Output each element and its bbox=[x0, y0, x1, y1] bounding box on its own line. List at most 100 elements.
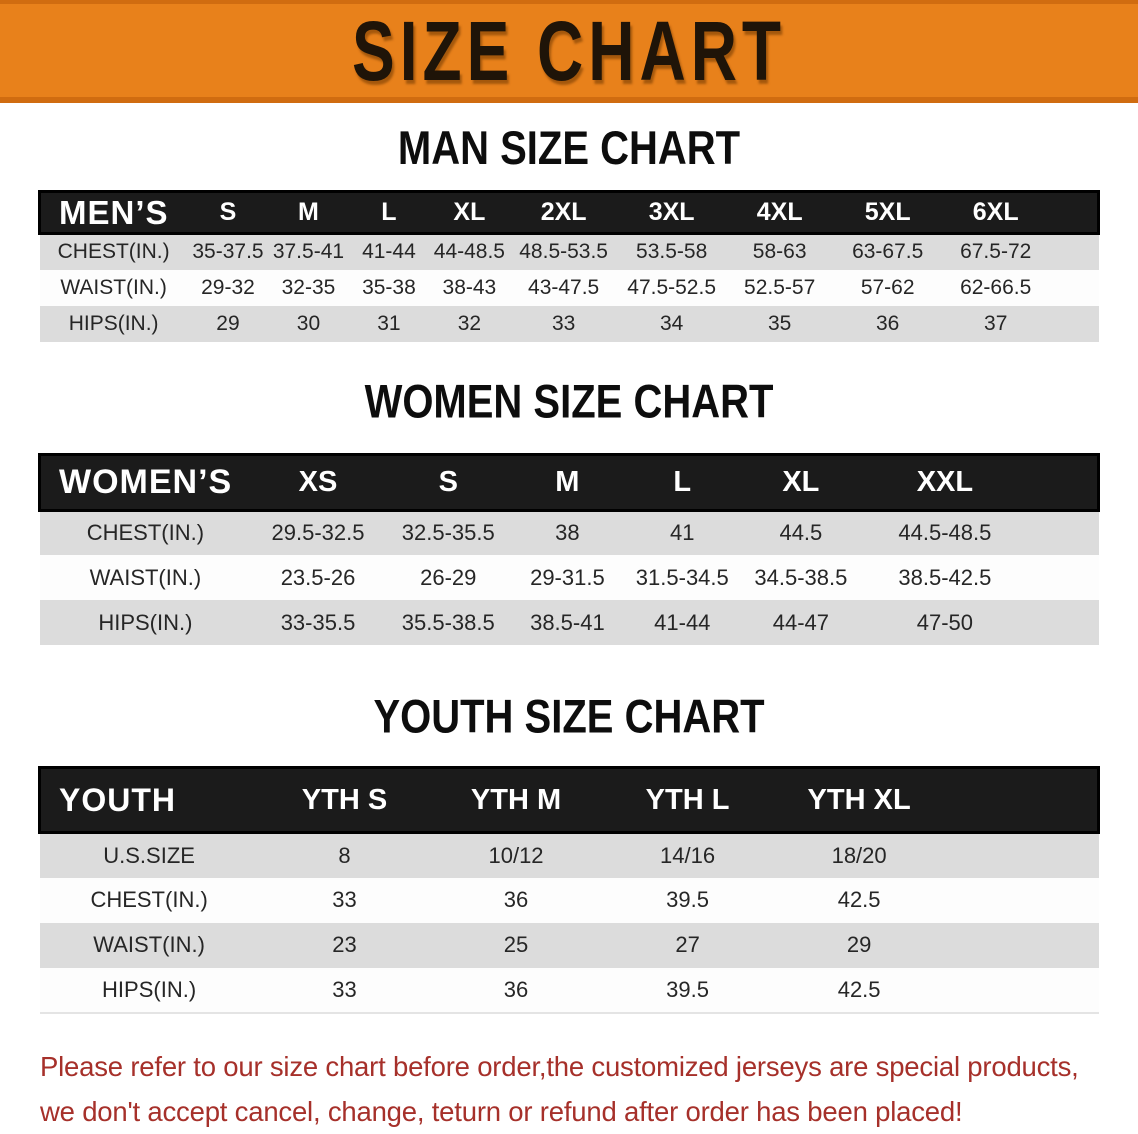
cell: 62-66.5 bbox=[941, 269, 1050, 306]
cell: 27 bbox=[601, 922, 774, 968]
cell: 58-63 bbox=[725, 233, 834, 270]
cell: 35.5-38.5 bbox=[384, 600, 512, 645]
cell: 57-62 bbox=[833, 269, 942, 306]
men-section: MAN SIZE CHART MEN’S S M L XL 2XL 3XL 4X… bbox=[0, 123, 1138, 342]
row-label: HIPS(IN.) bbox=[39, 305, 188, 342]
cell-filler bbox=[1049, 269, 1099, 306]
men-col-header: 4XL bbox=[725, 190, 834, 235]
cell: 43-47.5 bbox=[509, 269, 618, 306]
cell: 8 bbox=[258, 832, 431, 878]
row-label: CHEST(IN.) bbox=[39, 877, 259, 923]
cell-filler bbox=[944, 967, 1099, 1014]
cell: 34.5-38.5 bbox=[741, 555, 861, 600]
men-col-header: M bbox=[268, 190, 349, 235]
women-group-label: WOMEN’S bbox=[38, 452, 252, 512]
order-policy-note: Please refer to our size chart before or… bbox=[40, 1044, 1138, 1134]
youth-group-label: YOUTH bbox=[37, 766, 259, 834]
cell: 36 bbox=[430, 967, 602, 1014]
men-header-filler bbox=[1049, 190, 1100, 235]
cell: 32.5-35.5 bbox=[384, 510, 512, 555]
order-policy-line1: Please refer to our size chart before or… bbox=[40, 1050, 1079, 1082]
row-label: CHEST(IN.) bbox=[39, 510, 252, 555]
cell-filler bbox=[1049, 233, 1099, 270]
youth-waist-row: WAIST(IN.) 23 25 27 29 bbox=[39, 922, 1099, 968]
cell-filler bbox=[1029, 555, 1099, 600]
cell: 30 bbox=[268, 305, 349, 342]
women-hips-row: HIPS(IN.) 33-35.5 35.5-38.5 38.5-41 41-4… bbox=[39, 600, 1099, 645]
men-col-header: 2XL bbox=[509, 190, 618, 235]
size-chart-banner: SIZE CHART bbox=[0, 0, 1138, 103]
cell: 25 bbox=[430, 922, 602, 968]
men-waist-row: WAIST(IN.) 29-32 32-35 35-38 38-43 43-47… bbox=[39, 269, 1099, 306]
cell-filler bbox=[1029, 600, 1099, 645]
row-label: HIPS(IN.) bbox=[39, 967, 259, 1014]
men-hips-row: HIPS(IN.) 29 30 31 32 33 34 35 36 37 bbox=[39, 305, 1099, 342]
cell: 41 bbox=[622, 510, 742, 555]
cell: 63-67.5 bbox=[833, 233, 942, 270]
youth-section-title: YOUTH SIZE CHART bbox=[373, 690, 765, 743]
youth-section: YOUTH SIZE CHART YOUTH YTH S YTH M YTH L… bbox=[0, 691, 1138, 1014]
cell: 38.5-42.5 bbox=[860, 555, 1030, 600]
row-label: U.S.SIZE bbox=[39, 832, 259, 878]
cell-filler bbox=[944, 922, 1099, 968]
men-group-label: MEN’S bbox=[37, 190, 188, 235]
cell-filler bbox=[944, 877, 1099, 923]
banner-title: SIZE CHART bbox=[352, 2, 786, 99]
cell: 35-38 bbox=[348, 269, 430, 306]
men-col-header: 3XL bbox=[617, 190, 726, 235]
youth-col-header: YTH XL bbox=[773, 766, 945, 834]
cell: 48.5-53.5 bbox=[509, 233, 618, 270]
cell: 37 bbox=[941, 305, 1050, 342]
women-chest-row: CHEST(IN.) 29.5-32.5 32.5-35.5 38 41 44.… bbox=[39, 510, 1099, 555]
women-size-table: WOMEN’S XS S M L XL XXL CHEST(IN.) 29.5-… bbox=[38, 452, 1100, 645]
cell: 23 bbox=[258, 922, 431, 968]
women-waist-row: WAIST(IN.) 23.5-26 26-29 29-31.5 31.5-34… bbox=[39, 555, 1099, 600]
youth-header-row: YOUTH YTH S YTH M YTH L YTH XL bbox=[37, 766, 1100, 834]
men-col-header: XL bbox=[429, 190, 510, 235]
cell: 39.5 bbox=[601, 967, 774, 1014]
cell: 29 bbox=[773, 922, 945, 968]
men-col-header: 6XL bbox=[941, 190, 1050, 235]
cell: 32-35 bbox=[268, 269, 349, 306]
cell: 31.5-34.5 bbox=[622, 555, 742, 600]
cell: 29.5-32.5 bbox=[251, 510, 385, 555]
cell: 35-37.5 bbox=[187, 233, 269, 270]
cell: 44-47 bbox=[741, 600, 861, 645]
cell: 37.5-41 bbox=[268, 233, 349, 270]
cell: 33 bbox=[258, 877, 431, 923]
cell: 14/16 bbox=[601, 832, 774, 878]
men-size-table: MEN’S S M L XL 2XL 3XL 4XL 5XL 6XL CHEST… bbox=[37, 190, 1100, 342]
women-col-header: XL bbox=[741, 452, 861, 512]
men-header-row: MEN’S S M L XL 2XL 3XL 4XL 5XL 6XL bbox=[37, 190, 1100, 235]
cell-filler bbox=[944, 832, 1099, 878]
women-header-filler bbox=[1029, 452, 1100, 512]
cell: 32 bbox=[429, 305, 510, 342]
cell: 44.5-48.5 bbox=[860, 510, 1030, 555]
women-col-header: XS bbox=[251, 452, 385, 512]
youth-ussize-row: U.S.SIZE 8 10/12 14/16 18/20 bbox=[39, 832, 1099, 878]
women-header-row: WOMEN’S XS S M L XL XXL bbox=[38, 452, 1100, 512]
cell: 36 bbox=[833, 305, 942, 342]
youth-hips-row: HIPS(IN.) 33 36 39.5 42.5 bbox=[39, 967, 1099, 1014]
cell: 41-44 bbox=[348, 233, 430, 270]
women-col-header: XXL bbox=[860, 452, 1030, 512]
youth-col-header: YTH M bbox=[430, 766, 602, 834]
women-col-header: L bbox=[622, 452, 742, 512]
row-label: CHEST(IN.) bbox=[39, 233, 188, 270]
cell: 26-29 bbox=[384, 555, 512, 600]
men-col-header: S bbox=[187, 190, 269, 235]
men-section-title: MAN SIZE CHART bbox=[397, 122, 741, 175]
cell: 53.5-58 bbox=[617, 233, 726, 270]
women-col-header: S bbox=[384, 452, 512, 512]
cell-filler bbox=[1029, 510, 1099, 555]
youth-col-header: YTH L bbox=[601, 766, 774, 834]
cell: 67.5-72 bbox=[941, 233, 1050, 270]
cell: 38 bbox=[511, 510, 623, 555]
women-section-title: WOMEN SIZE CHART bbox=[364, 375, 774, 428]
cell: 44-48.5 bbox=[429, 233, 510, 270]
row-label: WAIST(IN.) bbox=[39, 269, 188, 306]
cell: 52.5-57 bbox=[725, 269, 834, 306]
cell: 33-35.5 bbox=[251, 600, 385, 645]
cell: 33 bbox=[258, 967, 431, 1014]
cell: 34 bbox=[617, 305, 726, 342]
